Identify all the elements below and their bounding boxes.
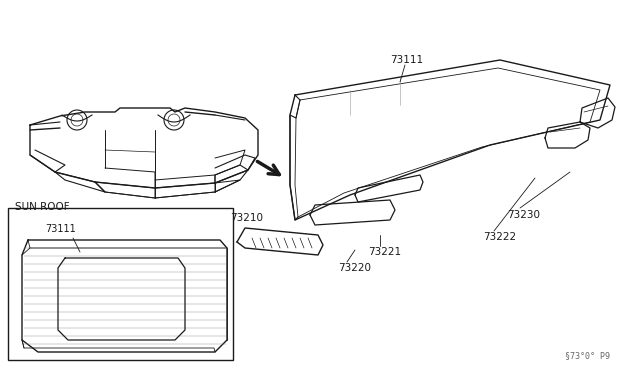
Text: 73111: 73111: [390, 55, 423, 65]
Text: 73210: 73210: [230, 213, 263, 223]
Text: 73111: 73111: [45, 224, 76, 234]
Text: 73230: 73230: [507, 210, 540, 220]
Text: 73221: 73221: [368, 247, 401, 257]
Text: SUN ROOF: SUN ROOF: [15, 202, 70, 212]
Text: §73°0° P9: §73°0° P9: [565, 351, 610, 360]
Text: 73222: 73222: [483, 232, 516, 242]
Bar: [8, 208, 233, 360]
Text: 73220: 73220: [338, 263, 371, 273]
